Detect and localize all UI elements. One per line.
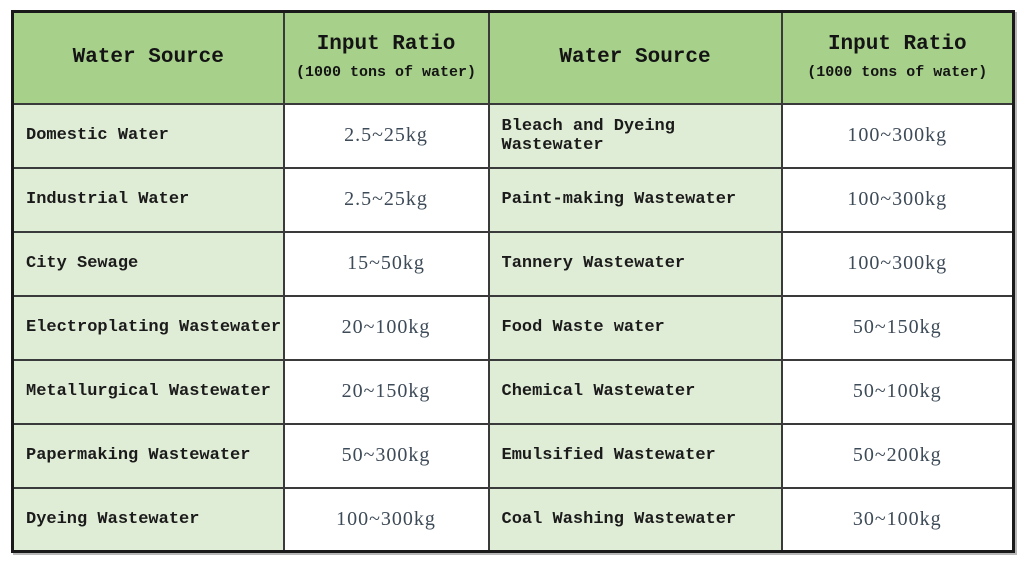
- ratio-cell: 50~300kg: [282, 422, 490, 489]
- source-cell: Metallurgical Wastewater: [11, 358, 285, 425]
- water-source-table-container: Water Source Input Ratio (1000 tons of w…: [11, 10, 1015, 553]
- source-cell: City Sewage: [11, 230, 285, 297]
- header-label: Input Ratio: [827, 32, 967, 56]
- ratio-cell: 100~300kg: [780, 166, 1015, 233]
- ratio-cell: 2.5~25kg: [282, 102, 490, 169]
- source-cell: Chemical Wastewater: [487, 358, 783, 425]
- ratio-cell: 100~300kg: [282, 486, 490, 553]
- source-cell: Emulsified Wastewater: [487, 422, 783, 489]
- source-cell: Papermaking Wastewater: [11, 422, 285, 489]
- ratio-cell: 30~100kg: [780, 486, 1015, 553]
- table-row: Industrial Water 2.5~25kg Paint-making W…: [11, 166, 1015, 233]
- header-input-ratio-right: Input Ratio (1000 tons of water): [780, 10, 1015, 105]
- table-row: Papermaking Wastewater 50~300kg Emulsifi…: [11, 422, 1015, 489]
- table-header: Water Source Input Ratio (1000 tons of w…: [11, 10, 1015, 105]
- ratio-cell: 50~100kg: [780, 358, 1015, 425]
- header-sublabel: (1000 tons of water): [295, 63, 477, 81]
- ratio-cell: 100~300kg: [780, 230, 1015, 297]
- source-cell: Bleach and Dyeing Wastewater: [487, 102, 783, 169]
- ratio-cell: 20~100kg: [282, 294, 490, 361]
- source-cell: Dyeing Wastewater: [11, 486, 285, 553]
- table-body: Domestic Water 2.5~25kg Bleach and Dyein…: [11, 102, 1015, 553]
- header-water-source-right: Water Source: [487, 10, 783, 105]
- header-label: Input Ratio: [316, 32, 456, 56]
- water-source-input-ratio-table: Water Source Input Ratio (1000 tons of w…: [11, 10, 1015, 553]
- source-cell: Coal Washing Wastewater: [487, 486, 783, 553]
- table-row: Domestic Water 2.5~25kg Bleach and Dyein…: [11, 102, 1015, 169]
- header-sublabel: (1000 tons of water): [807, 63, 988, 81]
- ratio-cell: 20~150kg: [282, 358, 490, 425]
- header-water-source-left: Water Source: [11, 10, 285, 105]
- header-row: Water Source Input Ratio (1000 tons of w…: [11, 10, 1015, 105]
- ratio-cell: 50~200kg: [780, 422, 1015, 489]
- source-cell: Domestic Water: [11, 102, 285, 169]
- ratio-cell: 2.5~25kg: [282, 166, 490, 233]
- ratio-cell: 50~150kg: [780, 294, 1015, 361]
- header-label: Water Source: [72, 45, 224, 69]
- source-cell: Paint-making Wastewater: [487, 166, 783, 233]
- source-cell: Industrial Water: [11, 166, 285, 233]
- table-row: Metallurgical Wastewater 20~150kg Chemic…: [11, 358, 1015, 425]
- table-row: Dyeing Wastewater 100~300kg Coal Washing…: [11, 486, 1015, 553]
- table-row: Electroplating Wastewater 20~100kg Food …: [11, 294, 1015, 361]
- table-row: City Sewage 15~50kg Tannery Wastewater 1…: [11, 230, 1015, 297]
- source-cell: Electroplating Wastewater: [11, 294, 285, 361]
- source-cell: Tannery Wastewater: [487, 230, 783, 297]
- header-label: Water Source: [559, 45, 711, 69]
- header-input-ratio-left: Input Ratio (1000 tons of water): [282, 10, 490, 105]
- ratio-cell: 15~50kg: [282, 230, 490, 297]
- ratio-cell: 100~300kg: [780, 102, 1015, 169]
- source-cell: Food Waste water: [487, 294, 783, 361]
